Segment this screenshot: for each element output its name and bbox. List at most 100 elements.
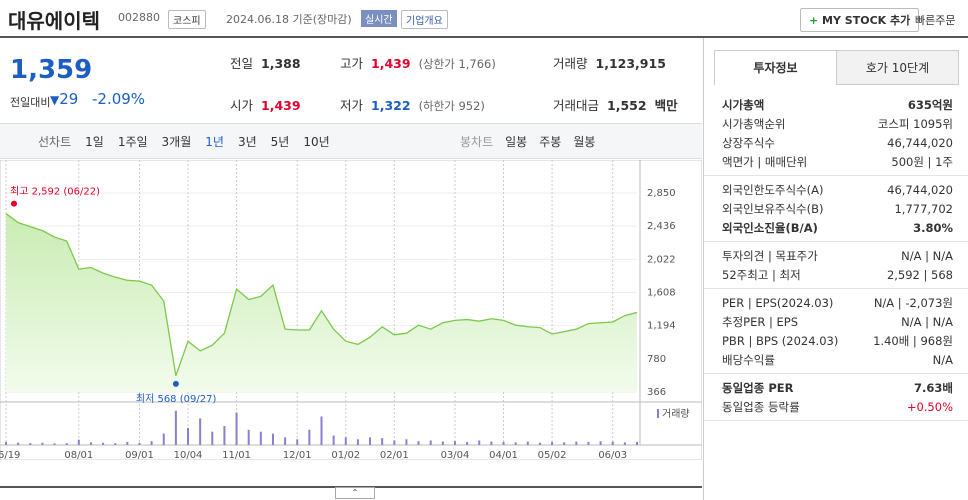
volume-bar — [623, 442, 626, 445]
stat-value: 1,439 — [371, 56, 411, 71]
volume-bar — [284, 437, 287, 445]
invest-row: 외국인한도주식수(A) 46,744,020 — [704, 180, 968, 199]
x-tick-label: 11/01 — [222, 450, 251, 460]
invest-label: PER | EPS(2024.03) — [722, 295, 834, 310]
invest-label: 배당수익률 — [722, 352, 775, 367]
legend-label: 거래량 — [662, 408, 690, 420]
invest-value: 1.40배 | 968원 — [873, 333, 953, 348]
volume-bar — [320, 416, 323, 445]
invest-label: 동일업종 등락률 — [722, 399, 800, 414]
volume-bar — [223, 426, 226, 445]
invest-section: 시가총액 635억원 시가총액순위 코스피 1095위 상장주식수 46,744,020 액… — [704, 91, 968, 176]
my-stock-text: MY STOCK 추가 — [822, 14, 911, 27]
stock-name: 대유에이텍 — [8, 9, 100, 33]
volume-bar — [514, 442, 517, 445]
volume-bar — [53, 443, 56, 445]
invest-value: 1,777,702 — [894, 201, 953, 216]
volume-bar — [308, 429, 311, 445]
stat-value: 1,439 — [261, 98, 301, 113]
candle-periods: 봉차트 일봉 주봉 월봉 — [460, 133, 595, 150]
stat-note: (하한가 952) — [418, 99, 485, 113]
extreme-marker — [172, 380, 179, 387]
volume-bar — [29, 443, 32, 445]
x-tick-label: 12/01 — [283, 450, 312, 460]
realtime-badge[interactable]: 실시간 — [361, 10, 397, 27]
stat-value: 1,388 — [261, 56, 301, 71]
volume-bar — [563, 442, 566, 445]
divider — [0, 36, 968, 38]
period[interactable]: 10년 — [303, 135, 330, 149]
period[interactable]: 1주일 — [117, 135, 148, 149]
invest-row: 액면가 | 매매단위 500원 | 1주 — [704, 152, 968, 171]
stat-label: 거래대금 — [553, 98, 600, 113]
volume-bar — [162, 433, 165, 445]
change-pct: -2.09% — [92, 90, 146, 108]
period[interactable]: 5년 — [270, 135, 290, 149]
change-value: 29 — [59, 90, 79, 108]
invest-label: 추정PER | EPS — [722, 314, 799, 329]
invest-row: 투자의견 | 목표주가 N/A | N/A — [704, 246, 968, 265]
invest-value: 3.80% — [913, 220, 953, 235]
period[interactable]: 3년 — [237, 135, 257, 149]
invest-value: N/A | N/A — [901, 248, 953, 263]
invest-section: 투자의견 | 목표주가 N/A | N/A 52주최고 | 최저 2,592 | 56… — [704, 242, 968, 289]
volume-bar — [89, 442, 92, 445]
x-tick-label: 05/02 — [538, 450, 567, 460]
volume-bar — [174, 410, 177, 445]
my-stock-button[interactable]: + MY STOCK 추가 — [800, 8, 920, 32]
volume-bar — [102, 442, 105, 445]
invest-section: 동일업종 PER 7.63배 동일업종 등락률 +0.50% — [704, 374, 968, 421]
company-info[interactable]: 기업개요 — [401, 10, 448, 29]
stat-note: (상한가 1,766) — [418, 57, 496, 71]
volume-bar — [211, 431, 214, 445]
stat: 거래량 1,123,915 — [553, 53, 666, 72]
volume-bar — [5, 441, 7, 445]
volume-bar — [466, 441, 469, 445]
volume-bar — [575, 441, 578, 445]
volume-bar — [453, 441, 456, 445]
collapse-button[interactable]: ⌃ — [335, 487, 375, 499]
volume-bar — [41, 442, 44, 445]
stat: 시가 1,439 — [230, 95, 301, 114]
invest-row: PBR | BPS (2024.03) 1.40배 | 968원 — [704, 331, 968, 350]
extreme-marker — [11, 200, 17, 207]
x-tick-label: 09/01 — [125, 450, 154, 460]
stat: 고가 1,439 (상한가 1,766) — [340, 53, 496, 72]
invest-row: 52주최고 | 최저 2,592 | 568 — [704, 265, 968, 284]
period[interactable]: 주봉 — [539, 135, 562, 149]
volume-bar — [502, 441, 505, 445]
line-periods: 선차트 1일 1주일 3개월 1년 3년 5년 10년 — [38, 133, 344, 150]
volume-bar — [587, 441, 590, 445]
tab[interactable]: 투자정보 — [714, 50, 837, 85]
period[interactable]: 1년 — [205, 135, 224, 149]
tabs: 투자정보 호가 10단계 — [714, 50, 959, 85]
invest-label: PBR | BPS (2024.03) — [722, 333, 839, 348]
stat-label: 거래량 — [553, 56, 588, 71]
period[interactable]: 1일 — [85, 135, 104, 149]
x-tick-label: 06/19 — [0, 450, 20, 460]
volume-bar — [417, 441, 420, 445]
y-tick-label: 2,850 — [647, 188, 676, 199]
x-tick-label: 08/01 — [64, 450, 93, 460]
price-area — [6, 213, 637, 392]
invest-label: 시가총액순위 — [722, 116, 786, 131]
stat: 거래대금 1,552 백만 — [553, 95, 678, 114]
period[interactable]: 월봉 — [573, 135, 596, 149]
invest-value: N/A | -2,073원 — [873, 295, 953, 310]
invest-row: 배당수익률 N/A — [704, 350, 968, 369]
volume-bar — [332, 435, 335, 445]
quick-order[interactable]: 빠른주문 — [915, 14, 956, 27]
invest-section: 외국인한도주식수(A) 46,744,020 외국인보유주식수(B) 1,777,70… — [704, 176, 968, 242]
period[interactable]: 일봉 — [505, 135, 528, 149]
stock-code: 002880 — [118, 11, 160, 24]
volume-bar — [187, 427, 190, 445]
tab[interactable]: 호가 10단계 — [837, 50, 959, 85]
price: 1,359 — [10, 55, 93, 85]
chart: 366 780 1,194 1,608 2,022 2,436 2,850 06/19 08/0… — [0, 160, 702, 460]
stat-value: 1,322 — [371, 98, 411, 113]
volume-bar — [611, 441, 614, 445]
volume-bar — [271, 433, 274, 445]
x-tick-label: 10/04 — [174, 450, 203, 460]
period[interactable]: 3개월 — [161, 135, 192, 149]
